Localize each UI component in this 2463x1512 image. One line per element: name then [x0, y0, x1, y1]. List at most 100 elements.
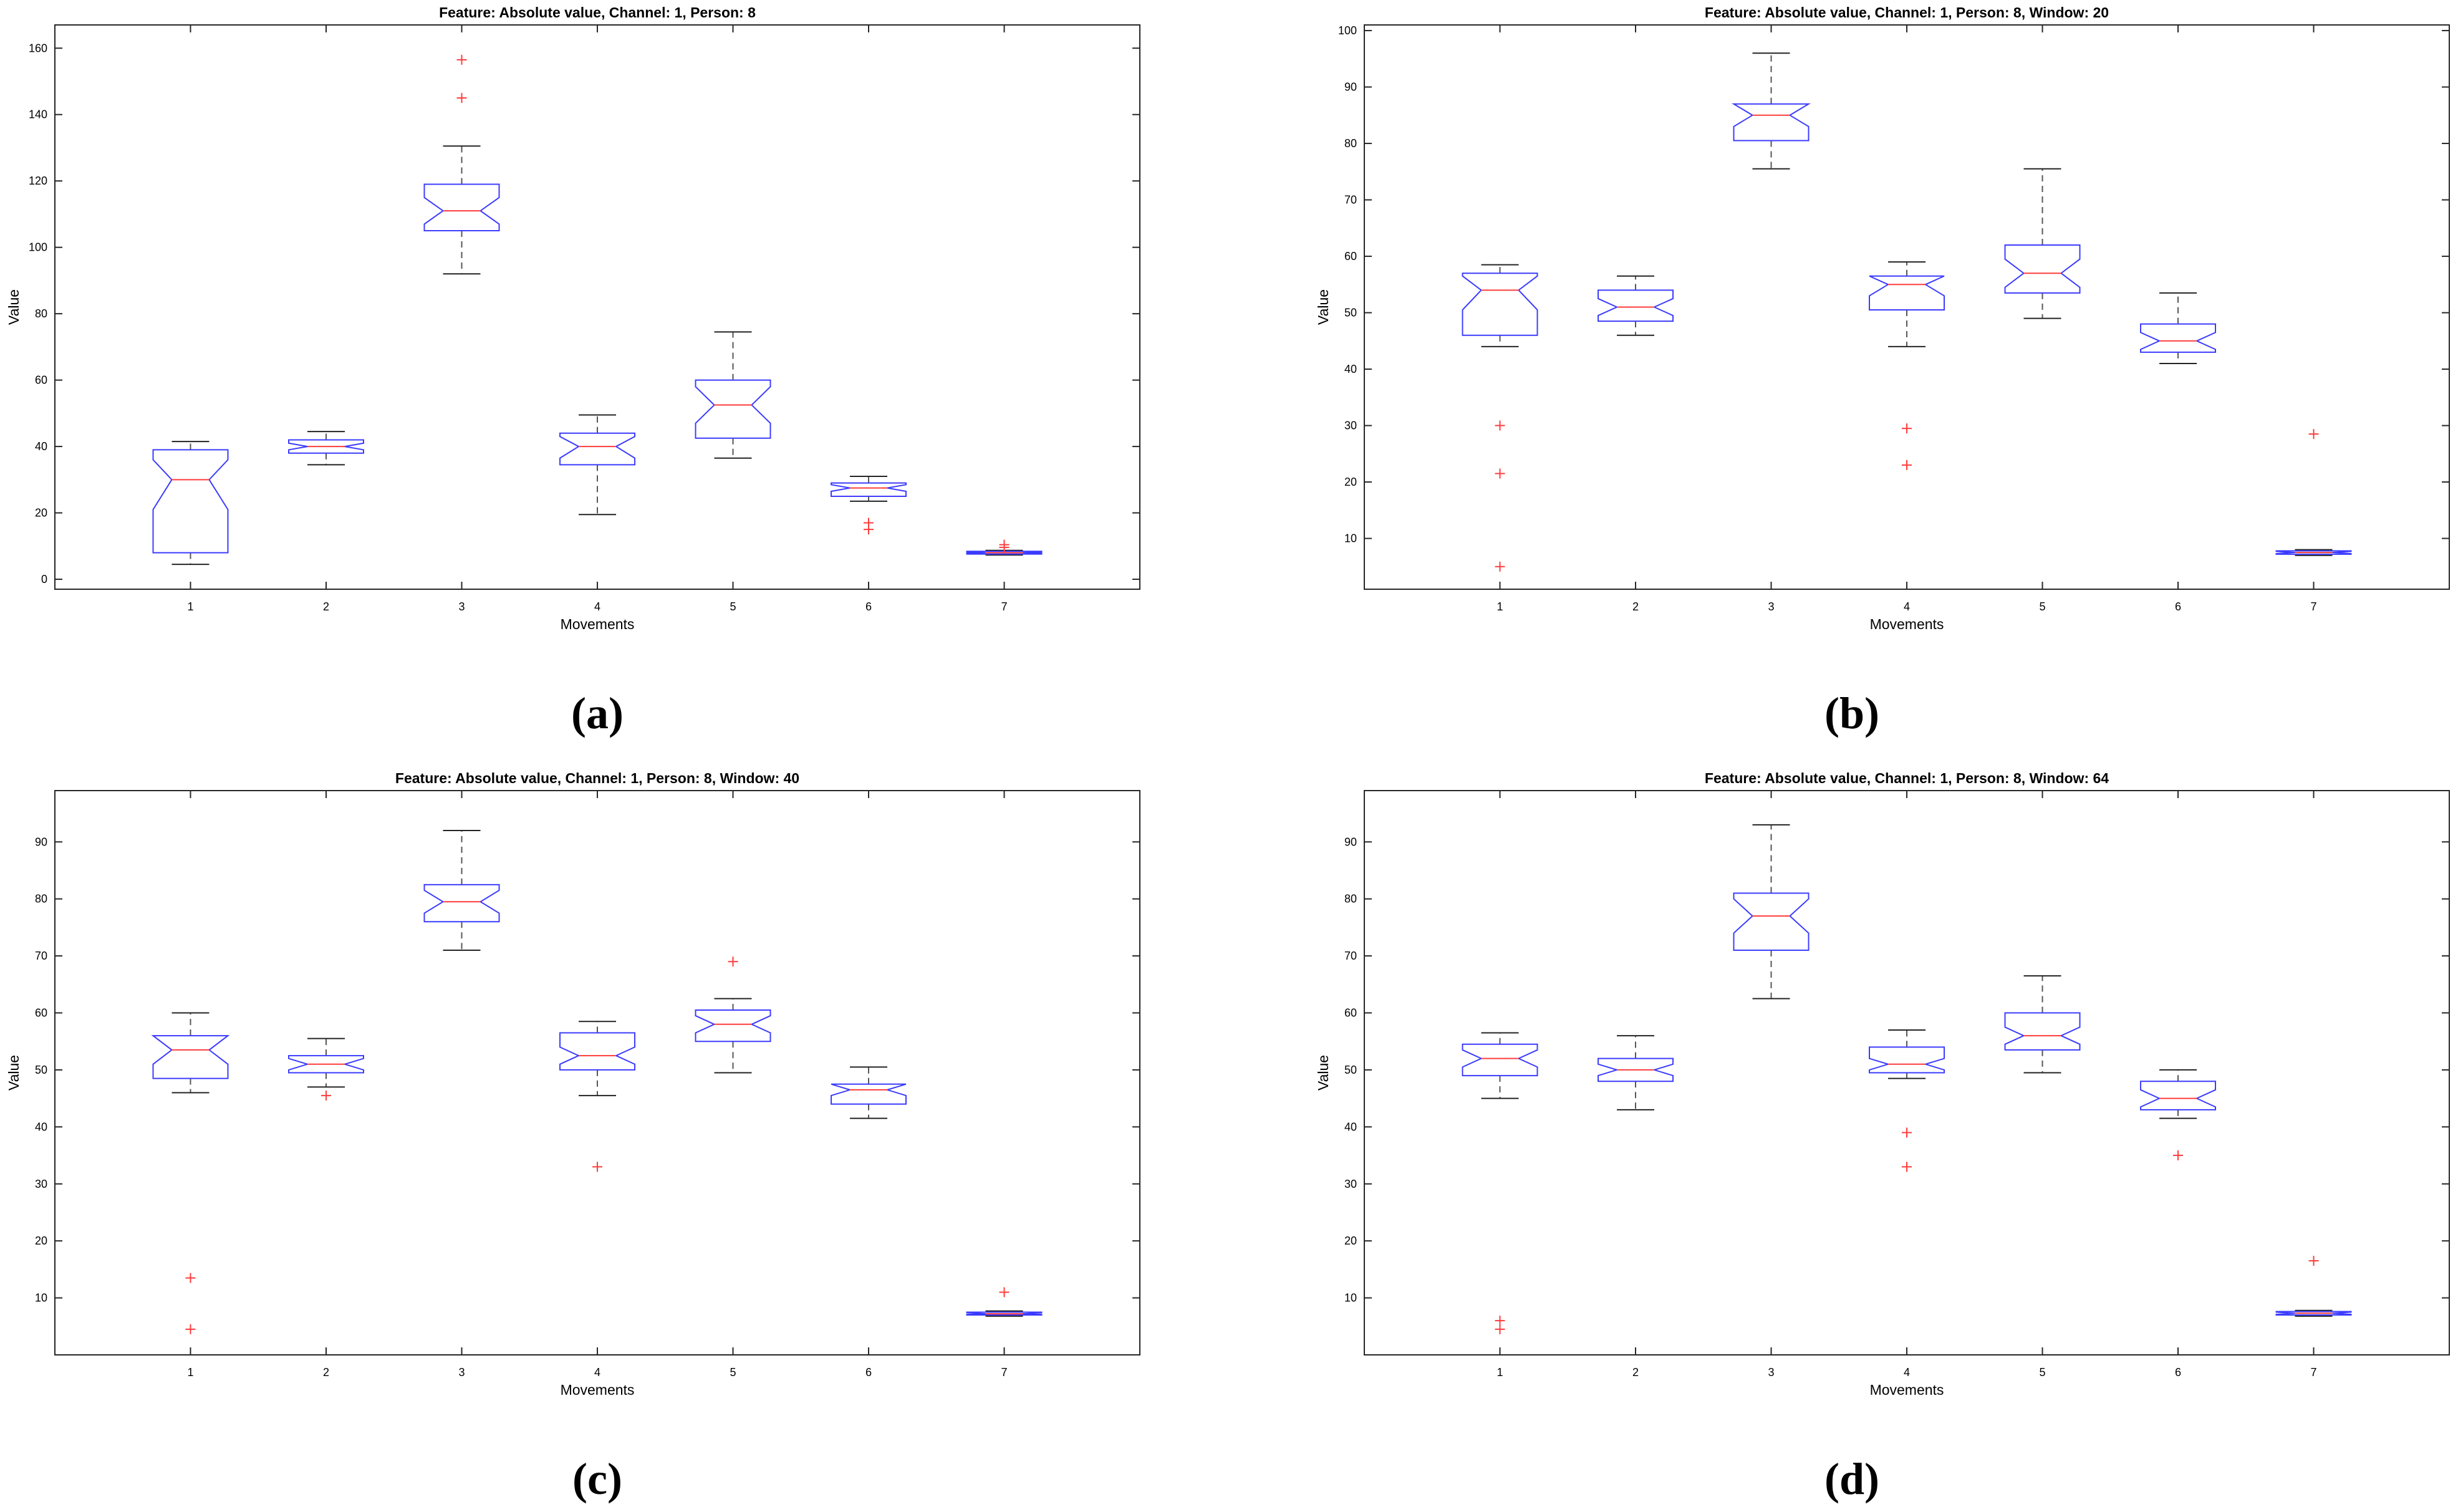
x-tick-label: 7 — [2310, 600, 2316, 613]
y-tick-label: 20 — [1344, 476, 1357, 488]
box-movement-1 — [1462, 264, 1538, 572]
x-tick-label: 7 — [1001, 600, 1007, 613]
x-tick-label: 4 — [594, 1366, 600, 1379]
outlier-point — [1495, 1316, 1505, 1326]
x-tick-label: 2 — [1632, 1366, 1639, 1379]
box-movement-6 — [2140, 292, 2216, 364]
y-tick-label: 60 — [35, 374, 47, 387]
box-body — [2004, 244, 2081, 294]
y-tick-label: 40 — [1344, 363, 1357, 375]
y-tick-label: 60 — [35, 1007, 47, 1019]
x-tick-label: 2 — [323, 1366, 329, 1379]
outlier-point — [456, 93, 467, 104]
x-tick-label: 6 — [2175, 600, 2181, 613]
outlier-point — [1902, 1162, 1912, 1172]
box-body — [831, 1083, 907, 1105]
box-movement-7 — [966, 1287, 1043, 1317]
box-movement-3 — [1731, 52, 1811, 170]
y-axis-label: Value — [6, 1055, 22, 1091]
outlier-point — [456, 54, 467, 65]
y-tick-label: 0 — [41, 573, 47, 585]
y-tick-label: 120 — [29, 175, 47, 187]
box-body — [2004, 1012, 2081, 1051]
y-tick-label: 40 — [35, 1120, 47, 1133]
box-movement-2 — [1598, 1035, 1674, 1110]
y-tick-label: 70 — [1344, 194, 1357, 206]
box-body — [966, 1311, 1043, 1316]
y-tick-label: 40 — [1344, 1120, 1357, 1133]
box-body — [288, 1055, 364, 1074]
y-tick-label: 80 — [35, 307, 47, 320]
box-movement-7 — [966, 539, 1043, 556]
box-body — [288, 439, 364, 454]
x-tick-label: 6 — [2175, 1366, 2181, 1379]
outlier-point — [321, 1091, 331, 1101]
y-axis-label: Value — [6, 289, 22, 325]
box-body — [1462, 272, 1538, 336]
box-body — [152, 449, 229, 554]
x-tick-label: 6 — [865, 1366, 872, 1379]
box-movement-2 — [288, 1038, 364, 1101]
box-body — [695, 379, 771, 439]
x-tick-label: 2 — [323, 600, 329, 613]
box-body — [1598, 289, 1674, 322]
chart-panel-2: Feature: Absolute value, Channel: 1, Per… — [1315, 4, 2450, 738]
y-tick-label: 10 — [1344, 1292, 1357, 1304]
box-movement-5 — [695, 331, 771, 459]
x-tick-label: 3 — [1768, 1366, 1774, 1379]
box-movement-1 — [1462, 1032, 1538, 1334]
y-axis-label: Value — [1315, 289, 1331, 325]
y-tick-label: 20 — [1344, 1235, 1357, 1247]
y-tick-label: 20 — [35, 507, 47, 519]
box-movement-5 — [2004, 168, 2081, 319]
x-tick-label: 1 — [1497, 1366, 1503, 1379]
box-movement-4 — [1869, 1029, 1945, 1172]
chart-panel-1: Feature: Absolute value, Channel: 1, Per… — [6, 4, 1140, 738]
chart-title: Feature: Absolute value, Channel: 1, Per… — [439, 4, 756, 21]
y-tick-label: 50 — [35, 1064, 47, 1076]
box-body — [151, 1035, 230, 1079]
box-body — [423, 183, 500, 232]
chart-title: Feature: Absolute value, Channel: 1, Per… — [1705, 4, 2109, 21]
y-tick-label: 70 — [35, 950, 47, 962]
outlier-point — [2308, 429, 2319, 440]
y-tick-label: 160 — [29, 42, 47, 54]
outlier-point — [185, 1273, 196, 1283]
y-tick-label: 80 — [1344, 893, 1357, 905]
box-body — [1731, 103, 1811, 142]
x-tick-label: 4 — [594, 600, 600, 613]
box-movement-3 — [1733, 824, 1810, 999]
box-body — [2140, 1081, 2216, 1110]
y-tick-label: 40 — [35, 440, 47, 453]
y-tick-label: 30 — [1344, 420, 1357, 432]
x-tick-label: 5 — [2039, 600, 2045, 613]
x-tick-label: 3 — [458, 600, 465, 613]
outlier-point — [1902, 460, 1912, 470]
x-tick-label: 6 — [865, 600, 872, 613]
y-tick-label: 30 — [35, 1178, 47, 1190]
box-movement-3 — [423, 54, 500, 275]
box-body — [1733, 892, 1810, 951]
y-tick-label: 50 — [1344, 1064, 1357, 1076]
outlier-point — [1902, 1127, 1912, 1138]
box-movement-6 — [2140, 1069, 2216, 1161]
chart-panel-4: Feature: Absolute value, Channel: 1, Per… — [1315, 770, 2450, 1504]
outlier-point — [999, 539, 1010, 550]
box-body — [1598, 1057, 1674, 1082]
outlier-point — [728, 956, 738, 967]
box-body — [831, 482, 907, 497]
box-body — [559, 1032, 635, 1071]
y-tick-label: 10 — [1344, 532, 1357, 545]
y-tick-label: 30 — [1344, 1178, 1357, 1190]
outlier-point — [864, 518, 874, 528]
y-tick-label: 100 — [1338, 24, 1357, 37]
box-movement-4 — [559, 1021, 635, 1172]
panel-label: (a) — [571, 688, 624, 738]
panel-label: (b) — [1824, 688, 1879, 738]
y-tick-label: 50 — [1344, 307, 1357, 319]
x-tick-label: 5 — [730, 600, 736, 613]
y-tick-label: 20 — [35, 1235, 47, 1247]
x-tick-label: 3 — [1768, 600, 1774, 613]
box-movement-7 — [2275, 429, 2352, 556]
